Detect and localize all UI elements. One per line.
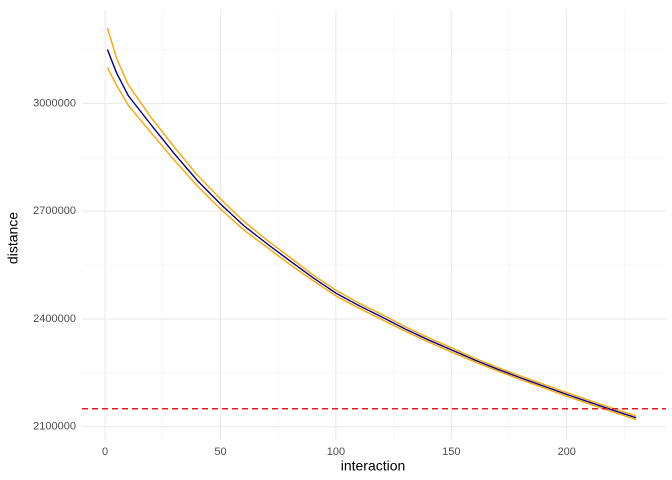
series-line xyxy=(106,27,637,417)
y-tick-label: 3000000 xyxy=(33,97,76,109)
series-line xyxy=(106,67,637,421)
y-tick-label: 2400000 xyxy=(33,313,76,325)
series-line xyxy=(106,49,637,419)
x-tick-label: 200 xyxy=(558,446,576,458)
x-axis-title: interaction xyxy=(341,458,406,474)
y-tick-label: 2700000 xyxy=(33,205,76,217)
y-axis-title: distance xyxy=(5,212,21,264)
x-tick-label: 100 xyxy=(327,446,345,458)
x-tick-label: 150 xyxy=(442,446,460,458)
x-tick-label: 50 xyxy=(214,446,226,458)
y-tick-label: 2100000 xyxy=(33,421,76,433)
x-tick-label: 0 xyxy=(102,446,108,458)
